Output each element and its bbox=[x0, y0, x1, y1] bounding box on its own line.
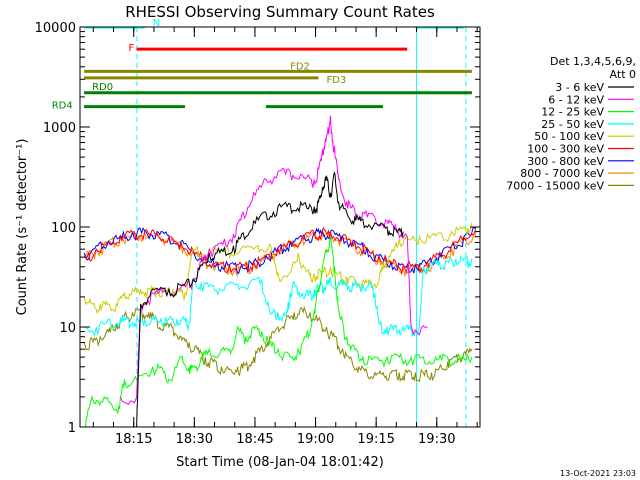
x-axis-label: Start Time (08-Jan-04 18:01:42) bbox=[176, 455, 384, 470]
legend-label: 6 - 12 keV bbox=[548, 93, 604, 106]
y-tick-label: 10000 bbox=[35, 21, 76, 36]
legend-header-line: Att 0 bbox=[610, 68, 636, 81]
x-tick-label: 18:45 bbox=[236, 432, 273, 447]
flag-label-rd0: RD0 bbox=[92, 82, 113, 93]
series-line-4 bbox=[83, 222, 473, 315]
legend-label: 7000 - 15000 keV bbox=[506, 179, 604, 192]
legend-label: 800 - 7000 keV bbox=[520, 167, 604, 180]
series-line-3 bbox=[83, 255, 473, 338]
flag-label-f: F bbox=[128, 43, 134, 54]
legend-label: 300 - 800 keV bbox=[527, 155, 604, 168]
y-tick-label: 1000 bbox=[43, 121, 76, 136]
x-tick-label: 19:00 bbox=[297, 432, 334, 447]
footer-timestamp: 13-Oct-2021 23:03 bbox=[560, 469, 636, 478]
x-tick-label: 19:30 bbox=[418, 432, 455, 447]
series-line-0 bbox=[136, 171, 404, 427]
legend-header-line: Det 1,3,4,5,6,9, bbox=[550, 55, 636, 68]
flag-label-n: N bbox=[153, 18, 160, 29]
y-tick-label: 100 bbox=[51, 221, 76, 236]
x-tick-label: 18:30 bbox=[176, 432, 213, 447]
y-tick-label: 1 bbox=[68, 421, 76, 436]
plot-area: N F FD2 FD3 RD0 RD4 bbox=[52, 18, 477, 427]
series-line-1 bbox=[119, 115, 428, 405]
plot-contents bbox=[80, 27, 477, 427]
y-axis: 1 10 100 1000 10000 bbox=[35, 21, 480, 436]
x-tick-label: 18:15 bbox=[115, 432, 152, 447]
flag-label-fd2: FD2 bbox=[290, 61, 310, 72]
legend-label: 25 - 50 keV bbox=[541, 118, 604, 131]
x-tick-label: 19:15 bbox=[357, 432, 394, 447]
legend-label: 50 - 100 keV bbox=[534, 130, 604, 143]
y-axis-label: Count Rate (s⁻¹ detector⁻¹) bbox=[15, 139, 30, 316]
series-line-2 bbox=[84, 235, 473, 427]
legend-label: 3 - 6 keV bbox=[555, 81, 604, 94]
legend-label: 100 - 300 keV bbox=[527, 143, 604, 156]
flag-label-rd4: RD4 bbox=[52, 101, 73, 112]
legend-label: 12 - 25 keV bbox=[541, 106, 604, 119]
series-line-5 bbox=[83, 226, 477, 275]
x-axis: 18:15 18:30 18:45 19:00 19:15 19:30 bbox=[92, 27, 478, 447]
flag-label-fd3: FD3 bbox=[326, 75, 346, 86]
series-line-8 bbox=[83, 305, 473, 383]
chart-title: RHESSI Observing Summary Count Rates bbox=[125, 3, 435, 21]
y-tick-label: 10 bbox=[59, 321, 76, 336]
